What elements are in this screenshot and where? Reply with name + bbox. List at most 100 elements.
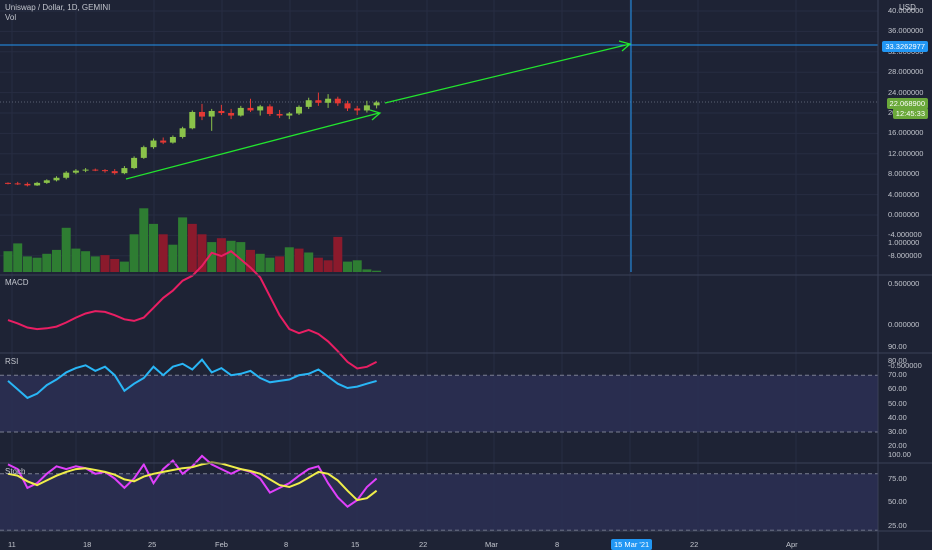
- candle-body: [228, 113, 235, 116]
- time-tick-label: Feb: [215, 540, 228, 549]
- volume-bar: [333, 236, 343, 272]
- candle-body: [140, 147, 147, 158]
- volume-bar: [323, 260, 333, 272]
- macd-line: [7, 250, 378, 370]
- time-tick-label: Apr: [786, 540, 798, 549]
- volume-bar: [3, 251, 13, 272]
- volume-bar: [168, 244, 178, 272]
- axis-tick-label: 40.00: [888, 412, 907, 422]
- rsi-line: [7, 358, 377, 400]
- axis-tick-label: 28.000000: [888, 67, 924, 77]
- chart-grid: [0, 0, 878, 530]
- volume-bar: [294, 248, 304, 272]
- candle-body: [189, 111, 196, 129]
- candle-body: [131, 157, 138, 169]
- axis-tick-label: 70.00: [888, 370, 907, 380]
- axis-tick-label: 50.00: [888, 497, 907, 506]
- candle-body: [354, 108, 361, 111]
- volume-bars: [3, 208, 382, 272]
- candle-body: [344, 103, 351, 109]
- trend-line-support: [125, 112, 380, 180]
- volume-bar: [149, 223, 158, 272]
- currency-label: USD: [899, 3, 916, 12]
- volume-bar: [372, 270, 382, 272]
- candlesticks[interactable]: [5, 92, 380, 187]
- axis-tick-label: 25.00: [888, 520, 907, 530]
- candle-body: [257, 106, 264, 111]
- time-tick-label: 25: [148, 540, 157, 549]
- candle-body: [14, 183, 21, 185]
- volume-bar: [81, 251, 91, 272]
- candle-body: [315, 100, 322, 103]
- candle-body: [111, 171, 118, 174]
- volume-bar: [236, 242, 246, 272]
- candle-body: [325, 98, 332, 103]
- axis-tick-label: 4.000000: [888, 189, 920, 199]
- time-tick-label: 22: [690, 540, 699, 549]
- candle-body: [286, 113, 293, 116]
- volume-bar: [42, 253, 52, 272]
- volume-bar: [158, 234, 168, 272]
- candle-body: [169, 136, 176, 143]
- volume-bar: [226, 240, 236, 272]
- time-tick-label: 8: [284, 540, 289, 549]
- candle-body: [276, 114, 283, 116]
- countdown-tag: 12:45:33: [892, 108, 928, 119]
- axis-tick-label: 40.000000: [888, 6, 924, 15]
- volume-bar: [119, 261, 129, 272]
- volume-bar: [22, 256, 32, 272]
- candle-body: [92, 169, 99, 171]
- stoch-d-line: [7, 461, 378, 502]
- volume-bar: [61, 227, 71, 272]
- volume-bar: [139, 208, 149, 272]
- volume-bar: [255, 253, 265, 272]
- candle-body: [43, 180, 50, 183]
- axis-tick-label: 24.000000: [888, 87, 924, 97]
- candle-body: [53, 177, 60, 181]
- volume-bar: [100, 255, 110, 272]
- candle-body: [102, 170, 108, 172]
- stoch-label[interactable]: Stoch: [5, 467, 26, 476]
- axis-tick-label: 60.00: [888, 384, 907, 394]
- trend-lines[interactable]: [0, 0, 878, 272]
- volume-bar: [362, 269, 372, 272]
- stoch-band: [0, 473, 878, 531]
- volume-bar: [178, 217, 188, 272]
- axis-tick-label: 36.000000: [888, 26, 924, 36]
- volume-bar: [352, 260, 362, 272]
- time-tick-label: 15: [351, 540, 360, 549]
- candle-body: [305, 100, 312, 107]
- macd-label[interactable]: MACD: [5, 278, 29, 287]
- time-tick-label: 11: [8, 540, 16, 549]
- axis-tick-label: 0.000000: [888, 320, 920, 329]
- candle-body: [334, 98, 341, 104]
- volume-bar: [187, 223, 197, 272]
- candle-body: [82, 169, 89, 171]
- volume-bar: [265, 257, 275, 272]
- volume-bar: [275, 256, 285, 272]
- symbol-title[interactable]: Uniswap / Dollar, 1D, GEMINI: [5, 3, 111, 12]
- rsi-label[interactable]: RSI: [5, 357, 19, 366]
- axis-tick-label: 90.00: [888, 341, 907, 351]
- candle-body: [247, 107, 254, 111]
- axis-tick-label: 50.00: [888, 398, 907, 408]
- trend-line-projection: [384, 43, 631, 104]
- rsi-band: [0, 375, 878, 432]
- axis-tick-label: 0.000000: [888, 210, 920, 219]
- volume-bar: [313, 257, 323, 272]
- volume-bar: [52, 249, 61, 272]
- time-tick-label: Mar: [485, 540, 498, 549]
- volume-bar: [304, 252, 314, 272]
- last-price-tag: 22.068900: [886, 98, 928, 109]
- volume-bar: [197, 234, 207, 272]
- candle-body: [160, 140, 167, 143]
- volume-bar: [110, 259, 120, 272]
- axis-tick-label: 30.00: [888, 427, 907, 436]
- candle-body: [72, 170, 79, 173]
- candle-body: [179, 128, 186, 137]
- volume-label: Vol: [5, 13, 17, 22]
- axis-tick-label: -8.000000: [888, 250, 922, 260]
- volume-bar: [13, 243, 23, 272]
